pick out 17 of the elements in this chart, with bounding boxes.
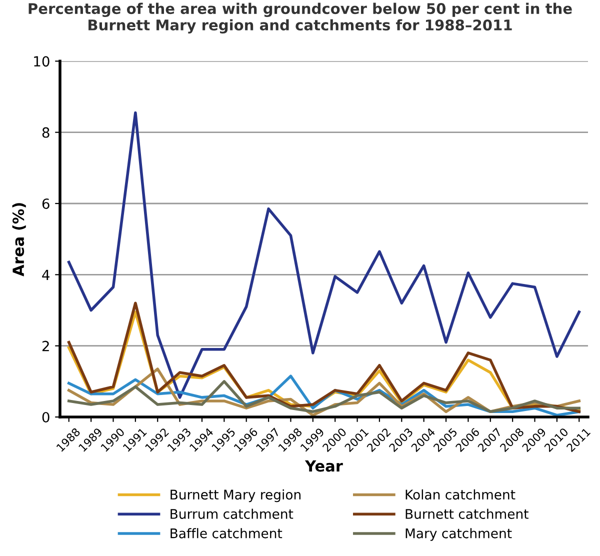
y-tick-label: 0: [42, 412, 50, 422]
line-series: [67, 111, 581, 399]
legend-label: Baffle catchment: [170, 528, 282, 538]
y-tick-label: 8: [42, 127, 50, 138]
y-tick-label: 10: [34, 56, 50, 67]
y-axis-title: Area (%): [12, 203, 26, 276]
legend-label: Burnett Mary region: [170, 489, 300, 502]
line-series: [67, 380, 581, 414]
y-tick-label: 4: [42, 270, 50, 280]
y-tick-label: 2: [42, 340, 49, 352]
legend-label: Burnett catchment: [406, 508, 528, 519]
legend-label: Burrum catchment: [170, 508, 294, 519]
y-tick-label: 6: [42, 198, 50, 209]
legend-label: Mary catchment: [406, 528, 512, 541]
chart-title: Percentage of the area with groundcover below 50 per cent in the Burnett Mary region and catchments for 1988–2011: [28, 2, 572, 34]
legend-label: Kolan catchment: [406, 489, 516, 500]
x-axis-title: Year: [304, 460, 343, 472]
